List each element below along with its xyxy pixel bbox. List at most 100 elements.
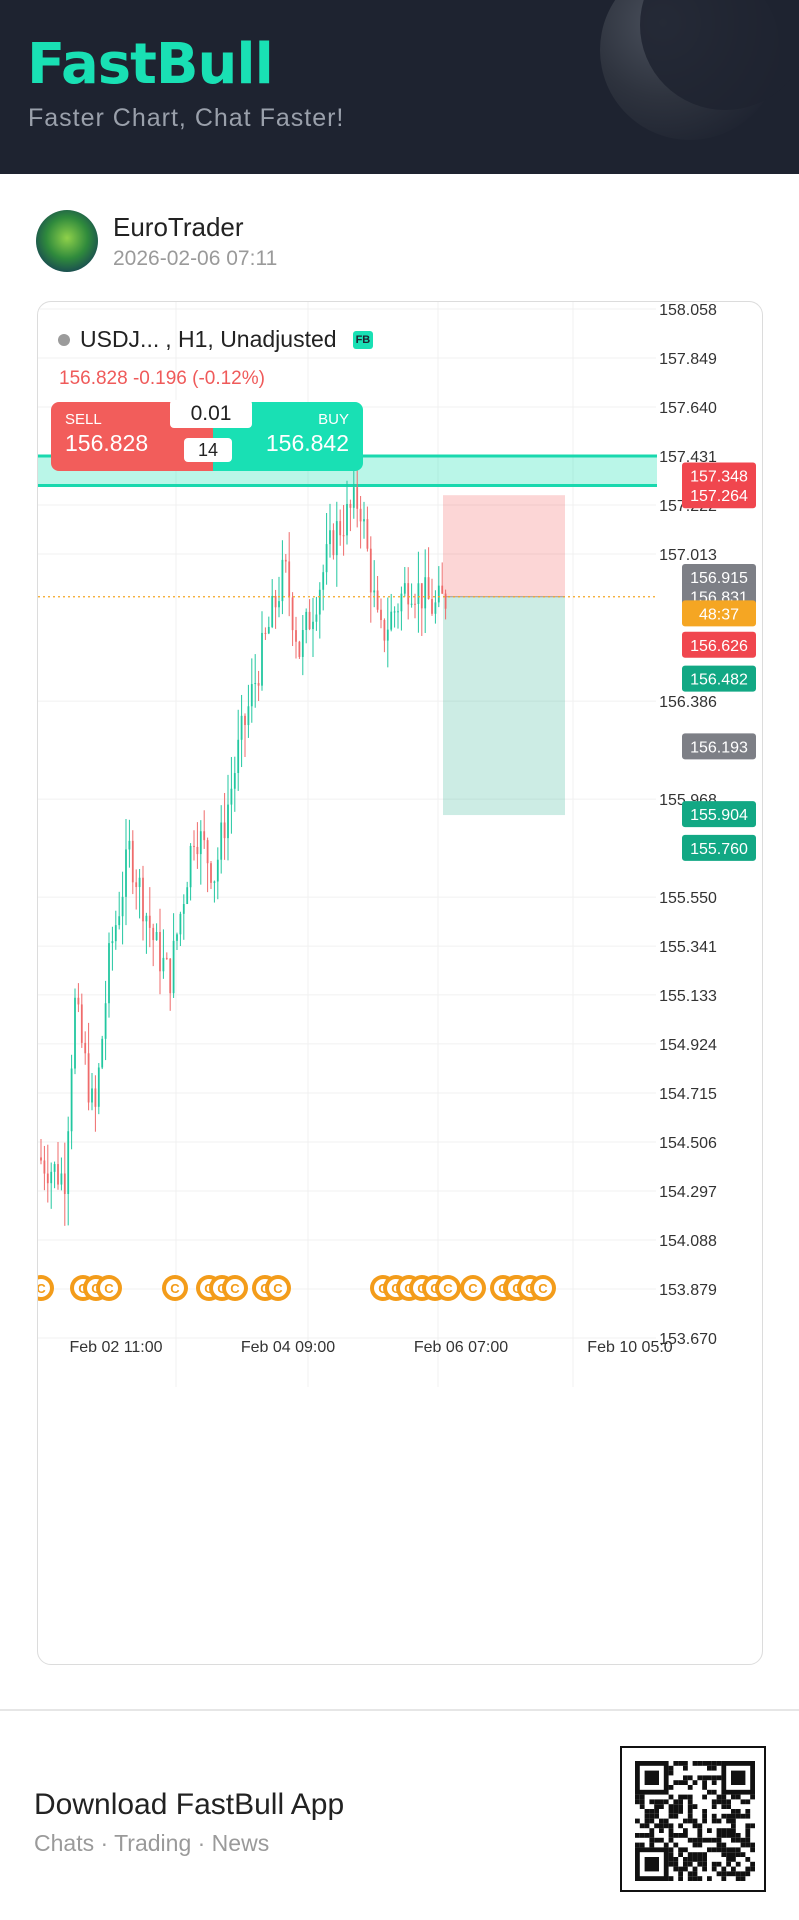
qr-module (707, 1789, 712, 1795)
price-tag (682, 834, 756, 861)
qr-module (687, 1857, 693, 1862)
qr-module (683, 1818, 688, 1824)
qr-module (697, 1876, 703, 1881)
y-tick-label: 156.386 (659, 694, 717, 711)
candle-up-body (145, 915, 148, 922)
qr-module (731, 1857, 736, 1862)
qr-module (678, 1809, 683, 1814)
y-tick-label: 158.058 (659, 302, 717, 319)
candle-up-body (261, 632, 263, 686)
qr-module (668, 1828, 674, 1833)
event-coin-icon (166, 1279, 184, 1297)
qr-module (716, 1847, 722, 1853)
candle-up-body (417, 583, 420, 605)
footer-divider (0, 1709, 799, 1711)
y-tick-label: 154.924 (659, 1037, 717, 1054)
candle-down-body (431, 598, 433, 614)
qr-module (735, 1837, 741, 1843)
avatar[interactable] (36, 210, 98, 272)
qr-module (740, 1813, 746, 1819)
candle-up-body (410, 603, 413, 605)
stop-loss-zone (443, 495, 565, 597)
candle-up-body (53, 1164, 56, 1172)
qr-module (721, 1794, 727, 1800)
qr-module (668, 1809, 674, 1814)
qr-module (745, 1809, 751, 1814)
qr-module (711, 1847, 717, 1853)
y-tick-label: 154.506 (659, 1135, 717, 1152)
qr-module (721, 1828, 727, 1833)
candle-up-body (312, 621, 314, 630)
qr-module (683, 1833, 688, 1838)
candle-up-body (278, 601, 280, 608)
sell-price: 156.828 (65, 430, 149, 456)
candle-up-body (281, 559, 284, 602)
candle-down-body (131, 840, 134, 883)
candle-up-body (322, 572, 325, 590)
candle-down-body (80, 1004, 83, 1043)
download-subtitle: Chats · Trading · News (34, 1830, 270, 1856)
qr-module (721, 1833, 727, 1838)
qr-module (711, 1789, 717, 1795)
candle-up-body (186, 887, 189, 905)
symbol-name[interactable]: USDJ... (80, 326, 160, 352)
qr-module (659, 1823, 664, 1829)
qr-module (731, 1866, 736, 1872)
qr-module (668, 1823, 674, 1829)
qr-module (635, 1818, 640, 1824)
qr-module (668, 1770, 674, 1776)
candle-down-body (264, 632, 267, 634)
candle-down-body (63, 1173, 66, 1195)
qr-frame (620, 1746, 766, 1748)
qr-module (649, 1833, 655, 1838)
candle-down-body (291, 597, 294, 631)
qr-module (707, 1761, 712, 1766)
event-coin-icon (534, 1279, 552, 1297)
candle-up-body (128, 840, 131, 850)
qr-code[interactable] (620, 1746, 766, 1892)
qr-module (726, 1804, 731, 1809)
event-coin-icon (226, 1279, 244, 1297)
candle-down-body (165, 957, 168, 959)
qr-module (750, 1794, 755, 1800)
event-coin-letter: C (468, 1281, 478, 1296)
candle-up-body (60, 1173, 63, 1185)
qr-module (668, 1804, 674, 1809)
lot-size-input[interactable]: 0.01 (170, 400, 252, 428)
candle-up-body (301, 629, 304, 657)
candle-up-body (250, 684, 253, 707)
qr-module (654, 1809, 659, 1814)
qr-module (750, 1866, 755, 1872)
qr-module (678, 1761, 683, 1766)
qr-module (659, 1818, 664, 1824)
username[interactable]: EuroTrader (113, 212, 244, 242)
price-tag-label: 155.760 (690, 841, 748, 858)
qr-module (745, 1871, 751, 1877)
qr-module (731, 1871, 736, 1877)
qr-module (702, 1809, 707, 1814)
candle-up-body (393, 611, 396, 613)
download-title[interactable]: Download FastBull App (34, 1788, 345, 1821)
qr-module (721, 1842, 727, 1848)
qr-module (659, 1799, 664, 1805)
sell-button[interactable]: SELL 156.828 (51, 402, 213, 471)
y-tick-label: 154.715 (659, 1086, 717, 1103)
price-tag-label: 157.264 (690, 488, 748, 505)
y-tick-label: 154.297 (659, 1184, 717, 1201)
price-tag (682, 801, 756, 828)
qr-module (668, 1837, 674, 1843)
qr-module (735, 1861, 741, 1867)
qr-module (697, 1837, 703, 1843)
price-chart[interactable]: 158.058157.849157.640157.431157.222157.0… (38, 302, 763, 1665)
chart-card[interactable]: 158.058157.849157.640157.431157.222157.0… (37, 301, 763, 1665)
qr-module (683, 1765, 688, 1771)
qr-module (702, 1818, 707, 1824)
x-tick-label: Feb 02 11:00 (69, 1339, 162, 1356)
qr-module (692, 1837, 698, 1843)
qr-frame (764, 1746, 766, 1892)
qr-finder (731, 1770, 746, 1785)
qr-module (711, 1818, 717, 1824)
candle-up-body (111, 941, 114, 944)
qr-module (707, 1765, 712, 1771)
event-coin-letter: C (38, 1281, 46, 1296)
